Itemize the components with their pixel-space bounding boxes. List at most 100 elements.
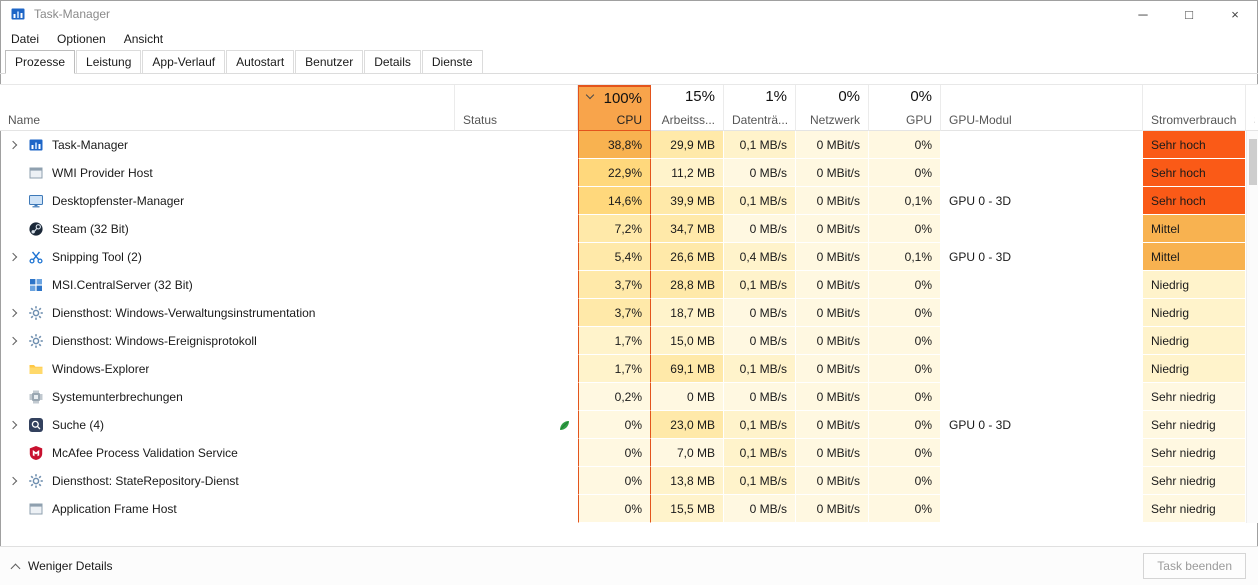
- window-gray-icon: [28, 501, 44, 517]
- tab-prozesse[interactable]: Prozesse: [5, 50, 76, 74]
- process-row[interactable]: Diensthost: Windows-Ereignisprotokoll 1,7…: [0, 327, 1258, 355]
- column-label-status: Status: [463, 113, 498, 127]
- process-row[interactable]: Suche (4) 0% 23,0 MB 0,1 MB/s 0 MBit/s 0% GPU …: [0, 411, 1258, 439]
- process-row[interactable]: Steam (32 Bit) 7,2% 34,7 MB 0 MB/s 0 MBit/s 0…: [0, 215, 1258, 243]
- process-row[interactable]: Diensthost: Windows-Verwaltungsinstrumen…: [0, 299, 1258, 327]
- network-value: 0 MBit/s: [796, 159, 869, 187]
- power-consumption-value: Mittel: [1143, 215, 1246, 243]
- vertical-scrollbar[interactable]: [1246, 131, 1258, 523]
- steam-icon: [28, 221, 44, 237]
- power-consumption-value: Sehr niedrig: [1143, 383, 1246, 411]
- expand-chevron-icon[interactable]: [6, 306, 20, 320]
- column-header-gpu[interactable]: 0% GPU: [869, 85, 941, 131]
- menu-item-optionen[interactable]: Optionen: [57, 32, 106, 46]
- expand-chevron-icon[interactable]: [6, 138, 20, 152]
- process-row[interactable]: WMI Provider Host 22,9% 11,2 MB 0 MB/s 0 MBi…: [0, 159, 1258, 187]
- memory-value: 15,0 MB: [651, 327, 724, 355]
- indent-spacer: [6, 446, 20, 460]
- details-toggle-label: Weniger Details: [28, 559, 113, 573]
- indent-spacer: [6, 222, 20, 236]
- network-value: 0 MBit/s: [796, 439, 869, 467]
- status-cell: [455, 327, 578, 355]
- app-icon: [10, 6, 26, 22]
- indent-spacer: [6, 390, 20, 404]
- expand-chevron-icon[interactable]: [6, 250, 20, 264]
- expand-chevron-icon[interactable]: [6, 418, 20, 432]
- column-header-cpu[interactable]: 100% CPU: [578, 85, 651, 131]
- indent-spacer: [6, 502, 20, 516]
- network-value: 0 MBit/s: [796, 467, 869, 495]
- table-header: Name Status 100% CPU 15% Arbeitss... 1% Datent…: [0, 84, 1258, 131]
- column-header-disk[interactable]: 1% Datenträ...: [724, 85, 796, 131]
- title-bar: Task-Manager ─ □ ×: [0, 0, 1258, 28]
- gpu-value: 0%: [869, 159, 941, 187]
- column-total-name: [8, 88, 446, 105]
- close-button[interactable]: ×: [1231, 6, 1239, 22]
- status-cell: [455, 215, 578, 243]
- process-name-cell: McAfee Process Validation Service: [0, 439, 455, 467]
- maximize-button[interactable]: □: [1185, 6, 1193, 22]
- status-cell: [455, 383, 578, 411]
- tab-benutzer[interactable]: Benutzer: [295, 50, 364, 74]
- column-header-gpumod[interactable]: GPU-Modul: [941, 85, 1143, 131]
- scrollbar-thumb[interactable]: [1249, 139, 1257, 185]
- column-label-trend: St: [1254, 113, 1255, 127]
- expand-chevron-icon[interactable]: [6, 474, 20, 488]
- expand-chevron-icon[interactable]: [6, 334, 20, 348]
- tab-app-verlauf[interactable]: App-Verlauf: [142, 50, 226, 74]
- process-name-cell: Snipping Tool (2): [0, 243, 455, 271]
- process-name-cell: MSI.CentralServer (32 Bit): [0, 271, 455, 299]
- snipping-icon: [28, 249, 44, 265]
- gpu-module-value: [941, 271, 1143, 299]
- gear-icon: [28, 305, 44, 321]
- gpu-module-value: [941, 439, 1143, 467]
- process-row[interactable]: Application Frame Host 0% 15,5 MB 0 MB/s 0 M…: [0, 495, 1258, 523]
- column-header-name[interactable]: Name: [0, 85, 455, 131]
- tab-autostart[interactable]: Autostart: [226, 50, 295, 74]
- process-row[interactable]: Diensthost: StateRepository-Dienst 0% 13,8…: [0, 467, 1258, 495]
- process-name-cell: Diensthost: Windows-Verwaltungsinstrumen…: [0, 299, 455, 327]
- process-row[interactable]: Snipping Tool (2) 5,4% 26,6 MB 0,4 MB/s 0 MB…: [0, 243, 1258, 271]
- minimize-button[interactable]: ─: [1138, 6, 1148, 22]
- indent-spacer: [6, 278, 20, 292]
- column-header-trend[interactable]: St: [1246, 85, 1258, 131]
- details-toggle[interactable]: Weniger Details: [10, 559, 113, 573]
- memory-value: 29,9 MB: [651, 131, 724, 159]
- process-name: Snipping Tool (2): [52, 250, 142, 264]
- network-value: 0 MBit/s: [796, 495, 869, 523]
- tab-details[interactable]: Details: [364, 50, 421, 74]
- memory-value: 26,6 MB: [651, 243, 724, 271]
- process-row[interactable]: Windows-Explorer 1,7% 69,1 MB 0,1 MB/s 0 MBi…: [0, 355, 1258, 383]
- cpu-value: 1,7%: [578, 355, 651, 383]
- menu-item-ansicht[interactable]: Ansicht: [123, 32, 164, 46]
- gpu-module-value: [941, 383, 1143, 411]
- power-consumption-value: Sehr hoch: [1143, 159, 1246, 187]
- disk-value: 0,4 MB/s: [724, 243, 796, 271]
- indent-spacer: [6, 194, 20, 208]
- tab-leistung[interactable]: Leistung: [76, 50, 142, 74]
- process-row[interactable]: MSI.CentralServer (32 Bit) 3,7% 28,8 MB 0,1…: [0, 271, 1258, 299]
- end-task-button[interactable]: Task beenden: [1143, 553, 1246, 579]
- power-consumption-value: Niedrig: [1143, 355, 1246, 383]
- column-label-cpu: CPU: [616, 113, 642, 127]
- tab-dienste[interactable]: Dienste: [421, 50, 483, 74]
- grid-blue-icon: [28, 277, 44, 293]
- column-header-net[interactable]: 0% Netzwerk: [796, 85, 869, 131]
- process-name-cell: Steam (32 Bit): [0, 215, 455, 243]
- cpu-value: 7,2%: [578, 215, 651, 243]
- column-total-power: [1151, 88, 1237, 105]
- power-consumption-value: Sehr niedrig: [1143, 439, 1246, 467]
- power-consumption-value: Niedrig: [1143, 271, 1246, 299]
- process-row[interactable]: Systemunterbrechungen 0,2% 0 MB 0 MB/s 0 MBi…: [0, 383, 1258, 411]
- status-cell: [455, 131, 578, 159]
- menu-item-datei[interactable]: Datei: [11, 32, 40, 46]
- menu-bar: Datei Optionen Ansicht: [0, 28, 1258, 50]
- process-row[interactable]: McAfee Process Validation Service 0% 7,0 M…: [0, 439, 1258, 467]
- process-row[interactable]: Desktopfenster-Manager 14,6% 39,9 MB 0,1 MB…: [0, 187, 1258, 215]
- column-header-power[interactable]: Stromverbrauch: [1143, 85, 1246, 131]
- column-header-status[interactable]: Status: [455, 85, 578, 131]
- gpu-module-value: GPU 0 - 3D: [941, 411, 1143, 439]
- process-row[interactable]: Task-Manager 38,8% 29,9 MB 0,1 MB/s 0 MBit/s…: [0, 131, 1258, 159]
- footer-bar: Weniger Details Task beenden: [0, 546, 1258, 585]
- column-header-mem[interactable]: 15% Arbeitss...: [651, 85, 724, 131]
